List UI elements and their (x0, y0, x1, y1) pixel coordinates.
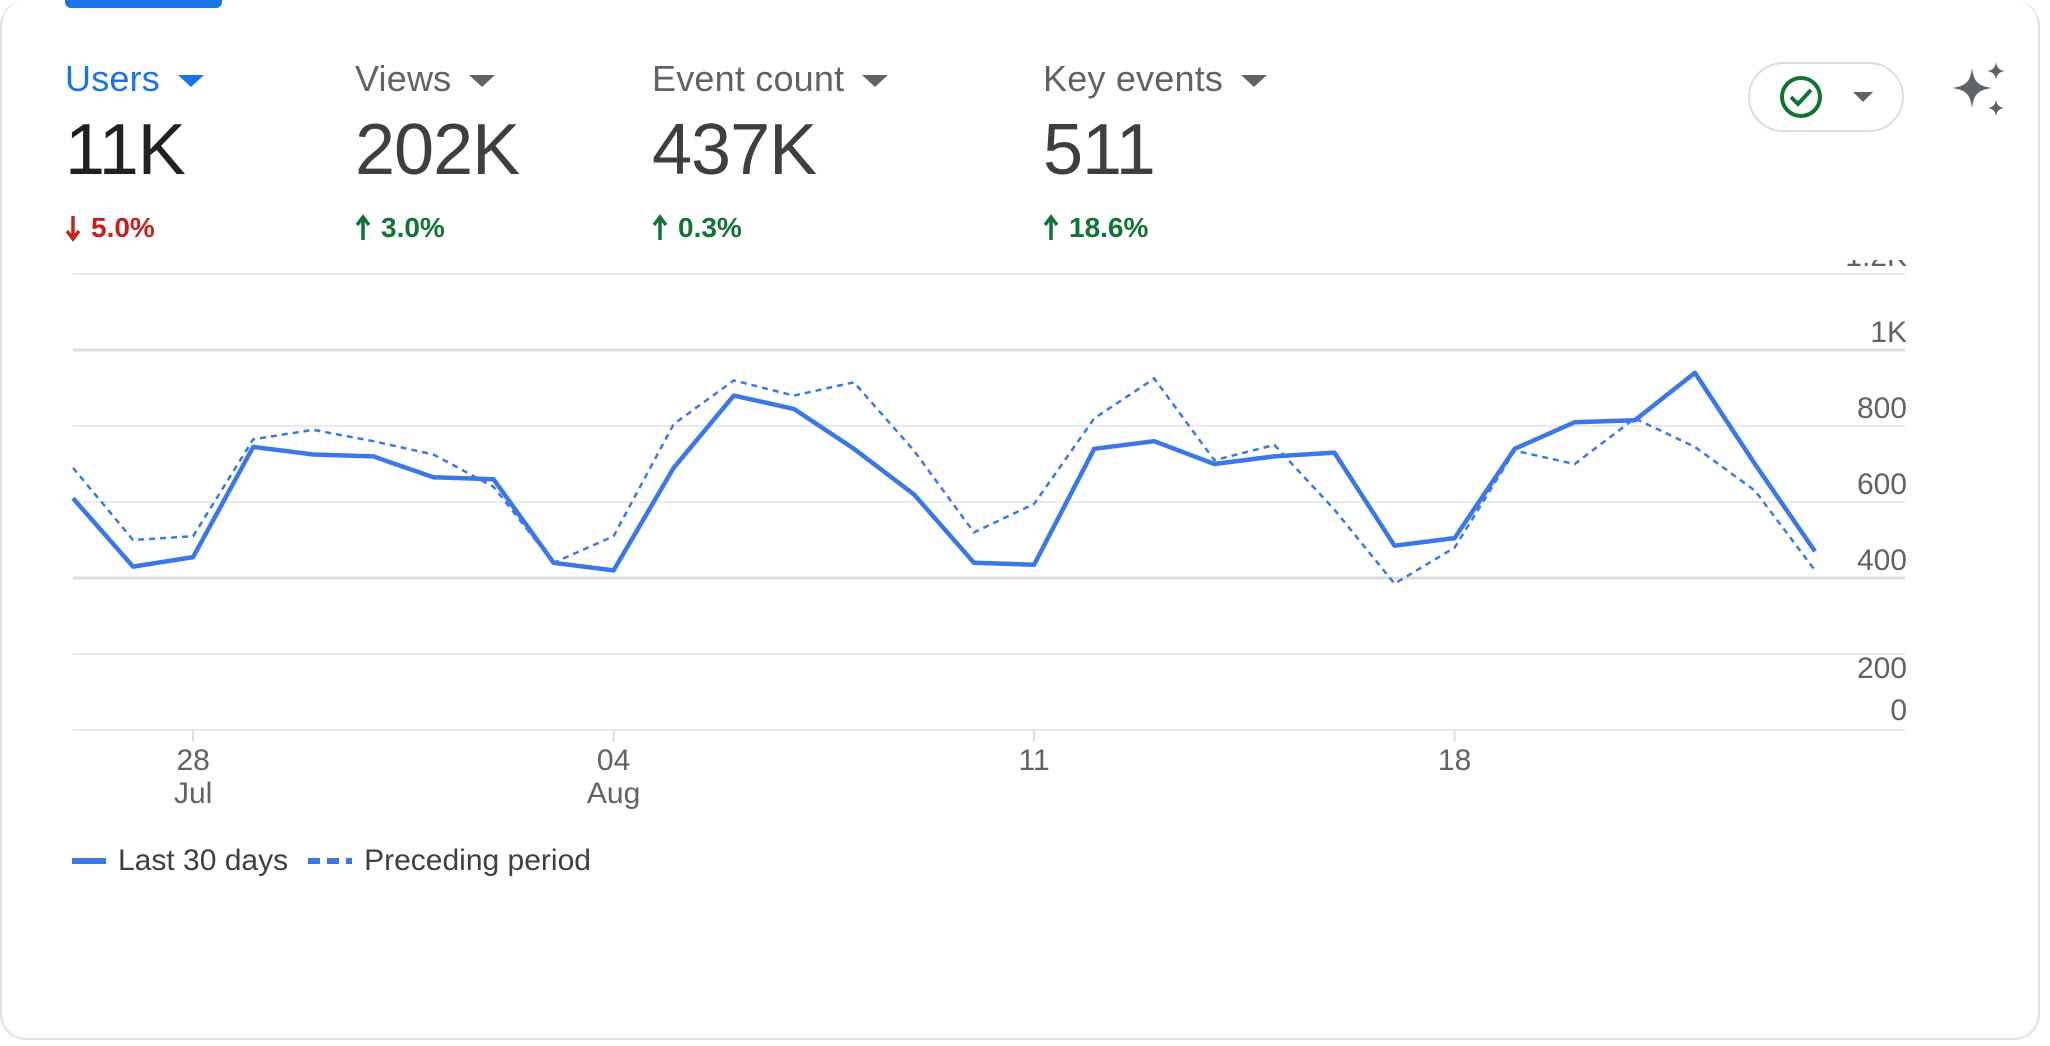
metric-label: Event count (652, 58, 845, 99)
dashed-line-swatch (308, 858, 353, 864)
metric-change-value: 18.6% (1069, 212, 1149, 243)
arrow-down-icon (65, 216, 81, 242)
metric-header[interactable]: Views (355, 58, 519, 100)
solid-line-swatch (72, 858, 106, 864)
y-tick-label: 1K (1870, 316, 1907, 349)
caret-down-icon[interactable] (469, 75, 496, 87)
arrow-up-icon (1043, 214, 1059, 240)
metric-value: 437K (652, 110, 817, 190)
metric-header[interactable]: Key events (1043, 58, 1268, 100)
metric-label: Users (65, 58, 161, 99)
legend-item-current[interactable]: Last 30 days (72, 844, 288, 878)
metric-value: 11K (65, 110, 186, 190)
y-tick-label: 400 (1857, 544, 1907, 577)
arrow-up-icon (355, 214, 371, 240)
metric-change: 0.3% (652, 212, 888, 244)
check-circle-icon (1780, 76, 1822, 118)
metric-tab-event-count[interactable]: Event count 437K 0.3% (652, 58, 889, 244)
y-tick-label: 600 (1857, 468, 1907, 501)
metric-change-value: 3.0% (381, 212, 445, 243)
x-tick-label: 04 (597, 744, 630, 777)
legend-label: Last 30 days (118, 844, 289, 877)
caret-down-icon[interactable] (862, 75, 889, 87)
x-tick-month-label: Jul (174, 777, 212, 810)
metric-change: 18.6% (1043, 212, 1267, 244)
metric-change: 5.0% (65, 212, 204, 244)
metric-tab-key-events[interactable]: Key events 511 18.6% (1043, 58, 1268, 244)
metric-change-value: 0.3% (678, 212, 742, 243)
x-tick-month-label: Aug (587, 777, 640, 810)
y-tick-label: 200 (1857, 652, 1907, 685)
metric-label: Views (355, 58, 452, 99)
active-tab-indicator (65, 0, 222, 8)
y-tick-label: 800 (1857, 392, 1907, 425)
y-tick-label: 0 (1890, 694, 1907, 727)
x-tick-label: 28 (176, 744, 209, 777)
series-line-preceding-period (72, 376, 1816, 586)
legend-item-previous[interactable]: Preceding period (308, 844, 591, 878)
legend-label: Preceding period (364, 844, 591, 877)
metric-tab-users[interactable]: Users 11K 5.0% (65, 58, 205, 244)
metric-value: 511 (1043, 110, 1156, 190)
metric-header[interactable]: Event count (652, 58, 889, 100)
caret-down-icon[interactable] (1241, 75, 1268, 87)
arrow-up-icon (652, 214, 668, 240)
chart-legend: Last 30 days Preceding period (72, 844, 611, 878)
metric-tab-views[interactable]: Views 202K 3.0% (355, 58, 520, 244)
x-tick-label: 11 (1019, 744, 1050, 777)
metric-value: 202K (355, 110, 520, 190)
y-tick-label: 1.2K (1845, 260, 1907, 273)
metric-label: Key events (1043, 58, 1224, 99)
sparkle-icon[interactable] (1948, 60, 2010, 122)
metric-header[interactable]: Users (65, 58, 205, 100)
caret-down-icon[interactable] (178, 75, 205, 87)
x-tick-label: 18 (1438, 744, 1471, 777)
data-quality-status-button[interactable] (1748, 62, 1904, 132)
chevron-down-icon (1853, 92, 1873, 102)
series-line-last-30-days (71, 370, 1817, 573)
metric-change-value: 5.0% (91, 212, 155, 243)
metric-change: 3.0% (355, 212, 519, 244)
